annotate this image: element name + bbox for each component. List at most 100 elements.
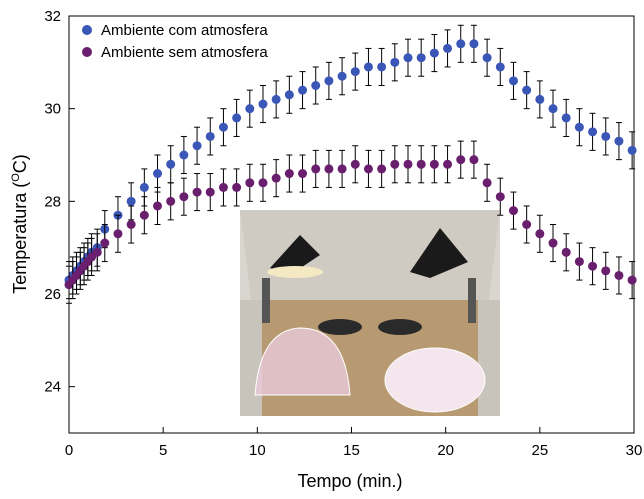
data-point xyxy=(324,164,333,173)
data-point xyxy=(153,169,162,178)
data-point xyxy=(232,113,241,122)
data-point xyxy=(140,183,149,192)
data-point xyxy=(338,72,347,81)
x-tick-label: 20 xyxy=(437,442,454,459)
inset-photo xyxy=(240,210,500,416)
box-left-wall xyxy=(240,300,262,416)
chart: Tempo (min.) Temperatura (OC) 0510152025… xyxy=(0,0,644,494)
data-point xyxy=(377,62,386,71)
y-label-text: C) xyxy=(10,154,30,173)
legend-label: Ambiente com atmosfera xyxy=(101,22,268,39)
data-point xyxy=(298,169,307,178)
data-point xyxy=(483,178,492,187)
data-point xyxy=(535,95,544,104)
sensor-hole xyxy=(378,319,422,335)
data-point xyxy=(417,53,426,62)
data-point xyxy=(245,178,254,187)
x-tick-label: 0 xyxy=(65,442,73,459)
data-point xyxy=(469,39,478,48)
data-point xyxy=(338,164,347,173)
sensor-hole xyxy=(318,319,362,335)
data-point xyxy=(601,266,610,275)
data-point xyxy=(93,248,102,257)
x-tick-label: 15 xyxy=(343,442,360,459)
legend-marker xyxy=(82,47,92,57)
data-point xyxy=(179,192,188,201)
data-point xyxy=(562,113,571,122)
data-point xyxy=(206,188,215,197)
y-tick-label: 24 xyxy=(44,379,61,396)
data-point xyxy=(193,188,202,197)
data-point xyxy=(628,276,637,285)
data-point xyxy=(496,192,505,201)
x-tick-label: 30 xyxy=(626,442,643,459)
data-point xyxy=(166,160,175,169)
data-point xyxy=(272,95,281,104)
data-point xyxy=(443,44,452,53)
y-tick-label: 32 xyxy=(44,8,61,25)
data-point xyxy=(522,86,531,95)
lamp-stand xyxy=(262,278,270,323)
data-point xyxy=(575,123,584,132)
data-point xyxy=(285,90,294,99)
lamp-light xyxy=(267,266,323,278)
data-point xyxy=(140,211,149,220)
data-point xyxy=(535,229,544,238)
box-right-wall xyxy=(478,300,500,416)
data-point xyxy=(166,197,175,206)
data-point xyxy=(456,155,465,164)
y-tick-label: 26 xyxy=(44,286,61,303)
data-point xyxy=(298,86,307,95)
x-axis-label: Tempo (min.) xyxy=(297,471,402,491)
data-point xyxy=(628,146,637,155)
data-point xyxy=(483,53,492,62)
data-point xyxy=(179,151,188,160)
data-point xyxy=(614,271,623,280)
data-point xyxy=(522,220,531,229)
data-point xyxy=(614,137,623,146)
data-point xyxy=(232,183,241,192)
data-point xyxy=(206,132,215,141)
data-point xyxy=(390,58,399,67)
data-point xyxy=(549,104,558,113)
data-point xyxy=(575,257,584,266)
x-tick-label: 25 xyxy=(531,442,548,459)
data-point xyxy=(219,123,228,132)
data-point xyxy=(311,81,320,90)
data-point xyxy=(430,49,439,58)
data-point xyxy=(285,169,294,178)
data-point xyxy=(549,239,558,248)
data-point xyxy=(562,248,571,257)
y-axis-label: Temperatura (OC) xyxy=(10,154,30,294)
data-point xyxy=(364,62,373,71)
y-tick-label: 28 xyxy=(44,193,61,210)
data-point xyxy=(219,183,228,192)
data-point xyxy=(404,53,413,62)
data-point xyxy=(245,104,254,113)
data-point xyxy=(469,155,478,164)
data-point xyxy=(258,100,267,109)
lamp-stand xyxy=(468,278,476,323)
data-point xyxy=(404,160,413,169)
data-point xyxy=(430,160,439,169)
data-point xyxy=(509,206,518,215)
data-point xyxy=(324,76,333,85)
data-point xyxy=(100,239,109,248)
y-label-text: Temperatura ( xyxy=(10,182,30,294)
x-tick-label: 5 xyxy=(159,442,167,459)
open-plate xyxy=(385,348,485,412)
data-point xyxy=(601,132,610,141)
legend-label: Ambiente sem atmosfera xyxy=(101,44,268,61)
data-point xyxy=(127,220,136,229)
data-point xyxy=(351,67,360,76)
data-point xyxy=(509,76,518,85)
data-point xyxy=(127,197,136,206)
data-point xyxy=(311,164,320,173)
legend-marker xyxy=(82,25,92,35)
data-point xyxy=(588,127,597,136)
data-point xyxy=(153,201,162,210)
data-point xyxy=(496,62,505,71)
data-point xyxy=(258,178,267,187)
data-point xyxy=(193,141,202,150)
data-point xyxy=(443,160,452,169)
